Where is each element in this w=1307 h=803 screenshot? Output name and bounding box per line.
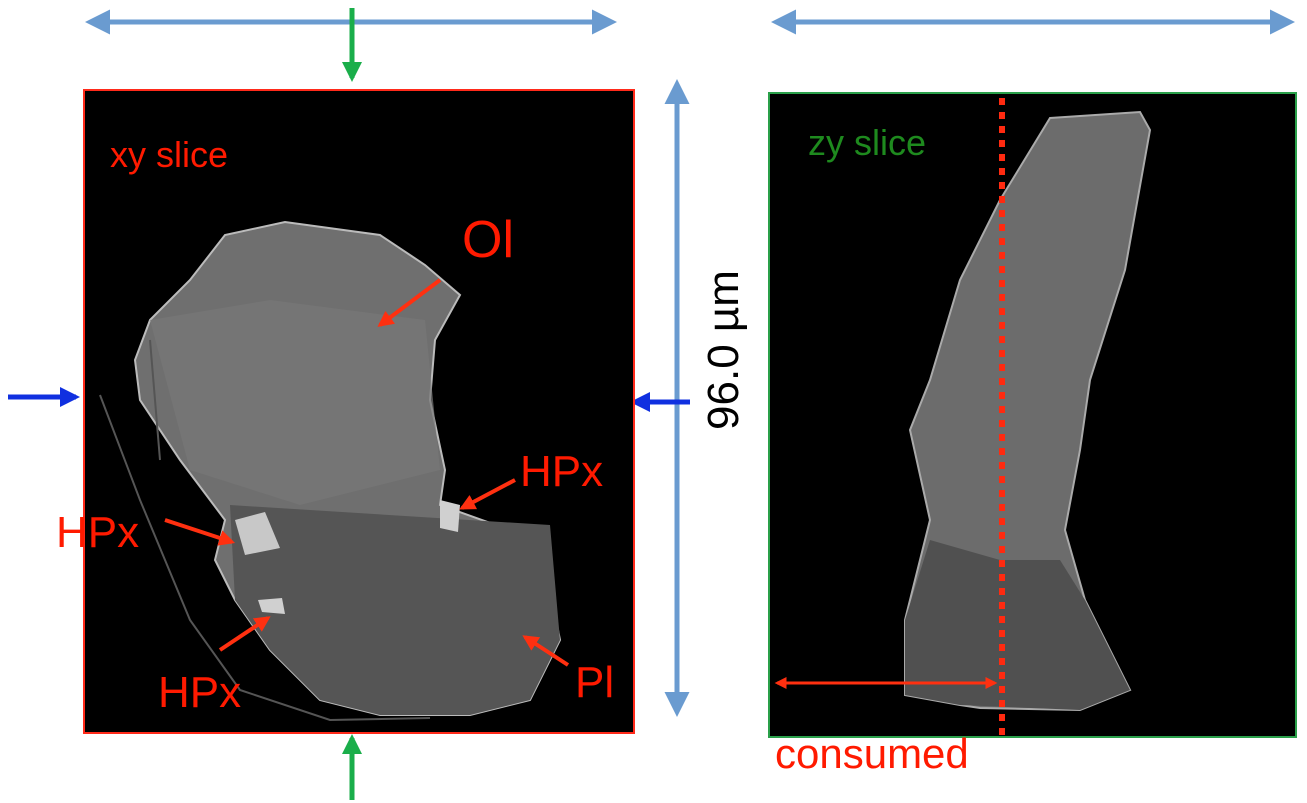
xy-panel: xy slice Ol HPx HPx HPx Pl xyxy=(56,90,634,733)
mineral-label: Ol xyxy=(462,211,514,269)
mineral-label: HPx xyxy=(520,447,603,496)
panel-label: zy slice xyxy=(808,122,926,163)
zy-panel: zy slice consumed xyxy=(769,93,1296,777)
note-label: consumed xyxy=(775,730,969,777)
panel-label: xy slice xyxy=(110,134,228,175)
scale-label: 96.0 µm xyxy=(699,270,748,430)
mineral-label: HPx xyxy=(56,508,139,557)
figure: 96.0 µm xy slice Ol HPx HPx HPx Pl xyxy=(0,0,1307,803)
mineral-label: Pl xyxy=(575,658,614,707)
mineral-label: HPx xyxy=(158,668,241,717)
